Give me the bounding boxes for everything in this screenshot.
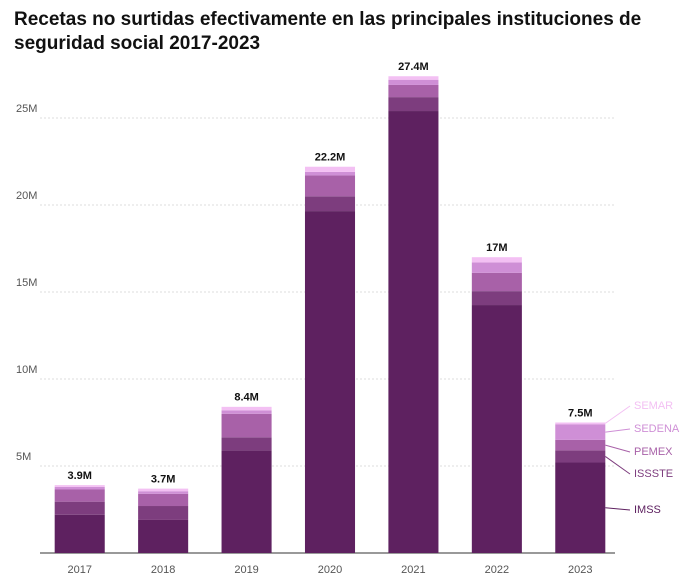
bar-segment bbox=[471, 272, 522, 292]
bar-segment bbox=[221, 410, 272, 414]
bar-segment bbox=[54, 489, 105, 502]
bar-segment bbox=[555, 422, 606, 425]
bar-segment bbox=[304, 211, 356, 553]
bar-segment bbox=[555, 462, 606, 553]
chart-title: Recetas no surtidas efectivamente en las… bbox=[14, 9, 642, 54]
bar-segment bbox=[555, 439, 606, 451]
legend-label: ISSSTE bbox=[634, 468, 673, 480]
total-label: 17M bbox=[486, 242, 507, 254]
total-label: 7.5M bbox=[568, 407, 592, 419]
legend-connector bbox=[605, 444, 631, 453]
bar-segment bbox=[138, 493, 189, 507]
legend-label: SEMAR bbox=[634, 400, 673, 412]
y-tick-label: 25M bbox=[16, 103, 37, 115]
bar-segment bbox=[221, 406, 272, 411]
legend-connector bbox=[605, 405, 631, 424]
bar-segment bbox=[388, 97, 439, 112]
legend-label: SEDENA bbox=[634, 423, 680, 435]
y-tick-label: 10M bbox=[16, 364, 37, 376]
bar-segment bbox=[388, 79, 439, 85]
x-tick-label: 2023 bbox=[568, 564, 592, 576]
bar-segment bbox=[54, 485, 105, 487]
legend-label: PEMEX bbox=[634, 446, 673, 458]
bar-segment bbox=[221, 450, 272, 553]
bar-segment bbox=[388, 76, 439, 80]
bar-segment bbox=[304, 196, 356, 212]
bar-segment bbox=[388, 111, 439, 553]
x-tick-label: 2022 bbox=[485, 564, 509, 576]
legend-label: IMSS bbox=[634, 504, 661, 516]
bar-segment bbox=[471, 291, 522, 306]
legend-connector bbox=[605, 456, 631, 475]
total-label: 27.4M bbox=[398, 61, 429, 73]
total-label: 22.2M bbox=[315, 152, 346, 164]
x-tick-label: 2018 bbox=[151, 564, 175, 576]
y-tick-label: 20M bbox=[16, 190, 37, 202]
x-tick-label: 2020 bbox=[318, 564, 342, 576]
legend-connector bbox=[605, 428, 631, 433]
bar-segment bbox=[138, 491, 189, 494]
bar-segment bbox=[555, 424, 606, 440]
bar-segment bbox=[138, 519, 189, 553]
bar-segment bbox=[54, 514, 105, 553]
y-tick-label: 5M bbox=[16, 451, 31, 463]
bar-segment bbox=[471, 257, 522, 263]
bar-segment bbox=[138, 488, 189, 492]
bar-segment bbox=[471, 262, 522, 273]
y-tick-label: 15M bbox=[16, 277, 37, 289]
bar-segment bbox=[221, 413, 272, 438]
bar-segment bbox=[221, 437, 272, 451]
bar-segment bbox=[471, 305, 522, 553]
x-tick-label: 2017 bbox=[67, 564, 91, 576]
bar-segment bbox=[304, 166, 356, 172]
total-label: 3.9M bbox=[67, 470, 91, 482]
bar-segment bbox=[138, 506, 189, 520]
bar-segment bbox=[54, 501, 105, 515]
total-label: 3.7M bbox=[151, 474, 175, 486]
total-label: 8.4M bbox=[234, 392, 258, 404]
x-tick-label: 2019 bbox=[234, 564, 258, 576]
bar-segment bbox=[54, 486, 105, 490]
bar-segment bbox=[555, 450, 606, 463]
bar-segment bbox=[304, 171, 356, 176]
bar-segment bbox=[304, 175, 356, 197]
legend-connector bbox=[605, 507, 631, 511]
x-tick-label: 2021 bbox=[401, 564, 425, 576]
bar-segment bbox=[388, 84, 439, 98]
